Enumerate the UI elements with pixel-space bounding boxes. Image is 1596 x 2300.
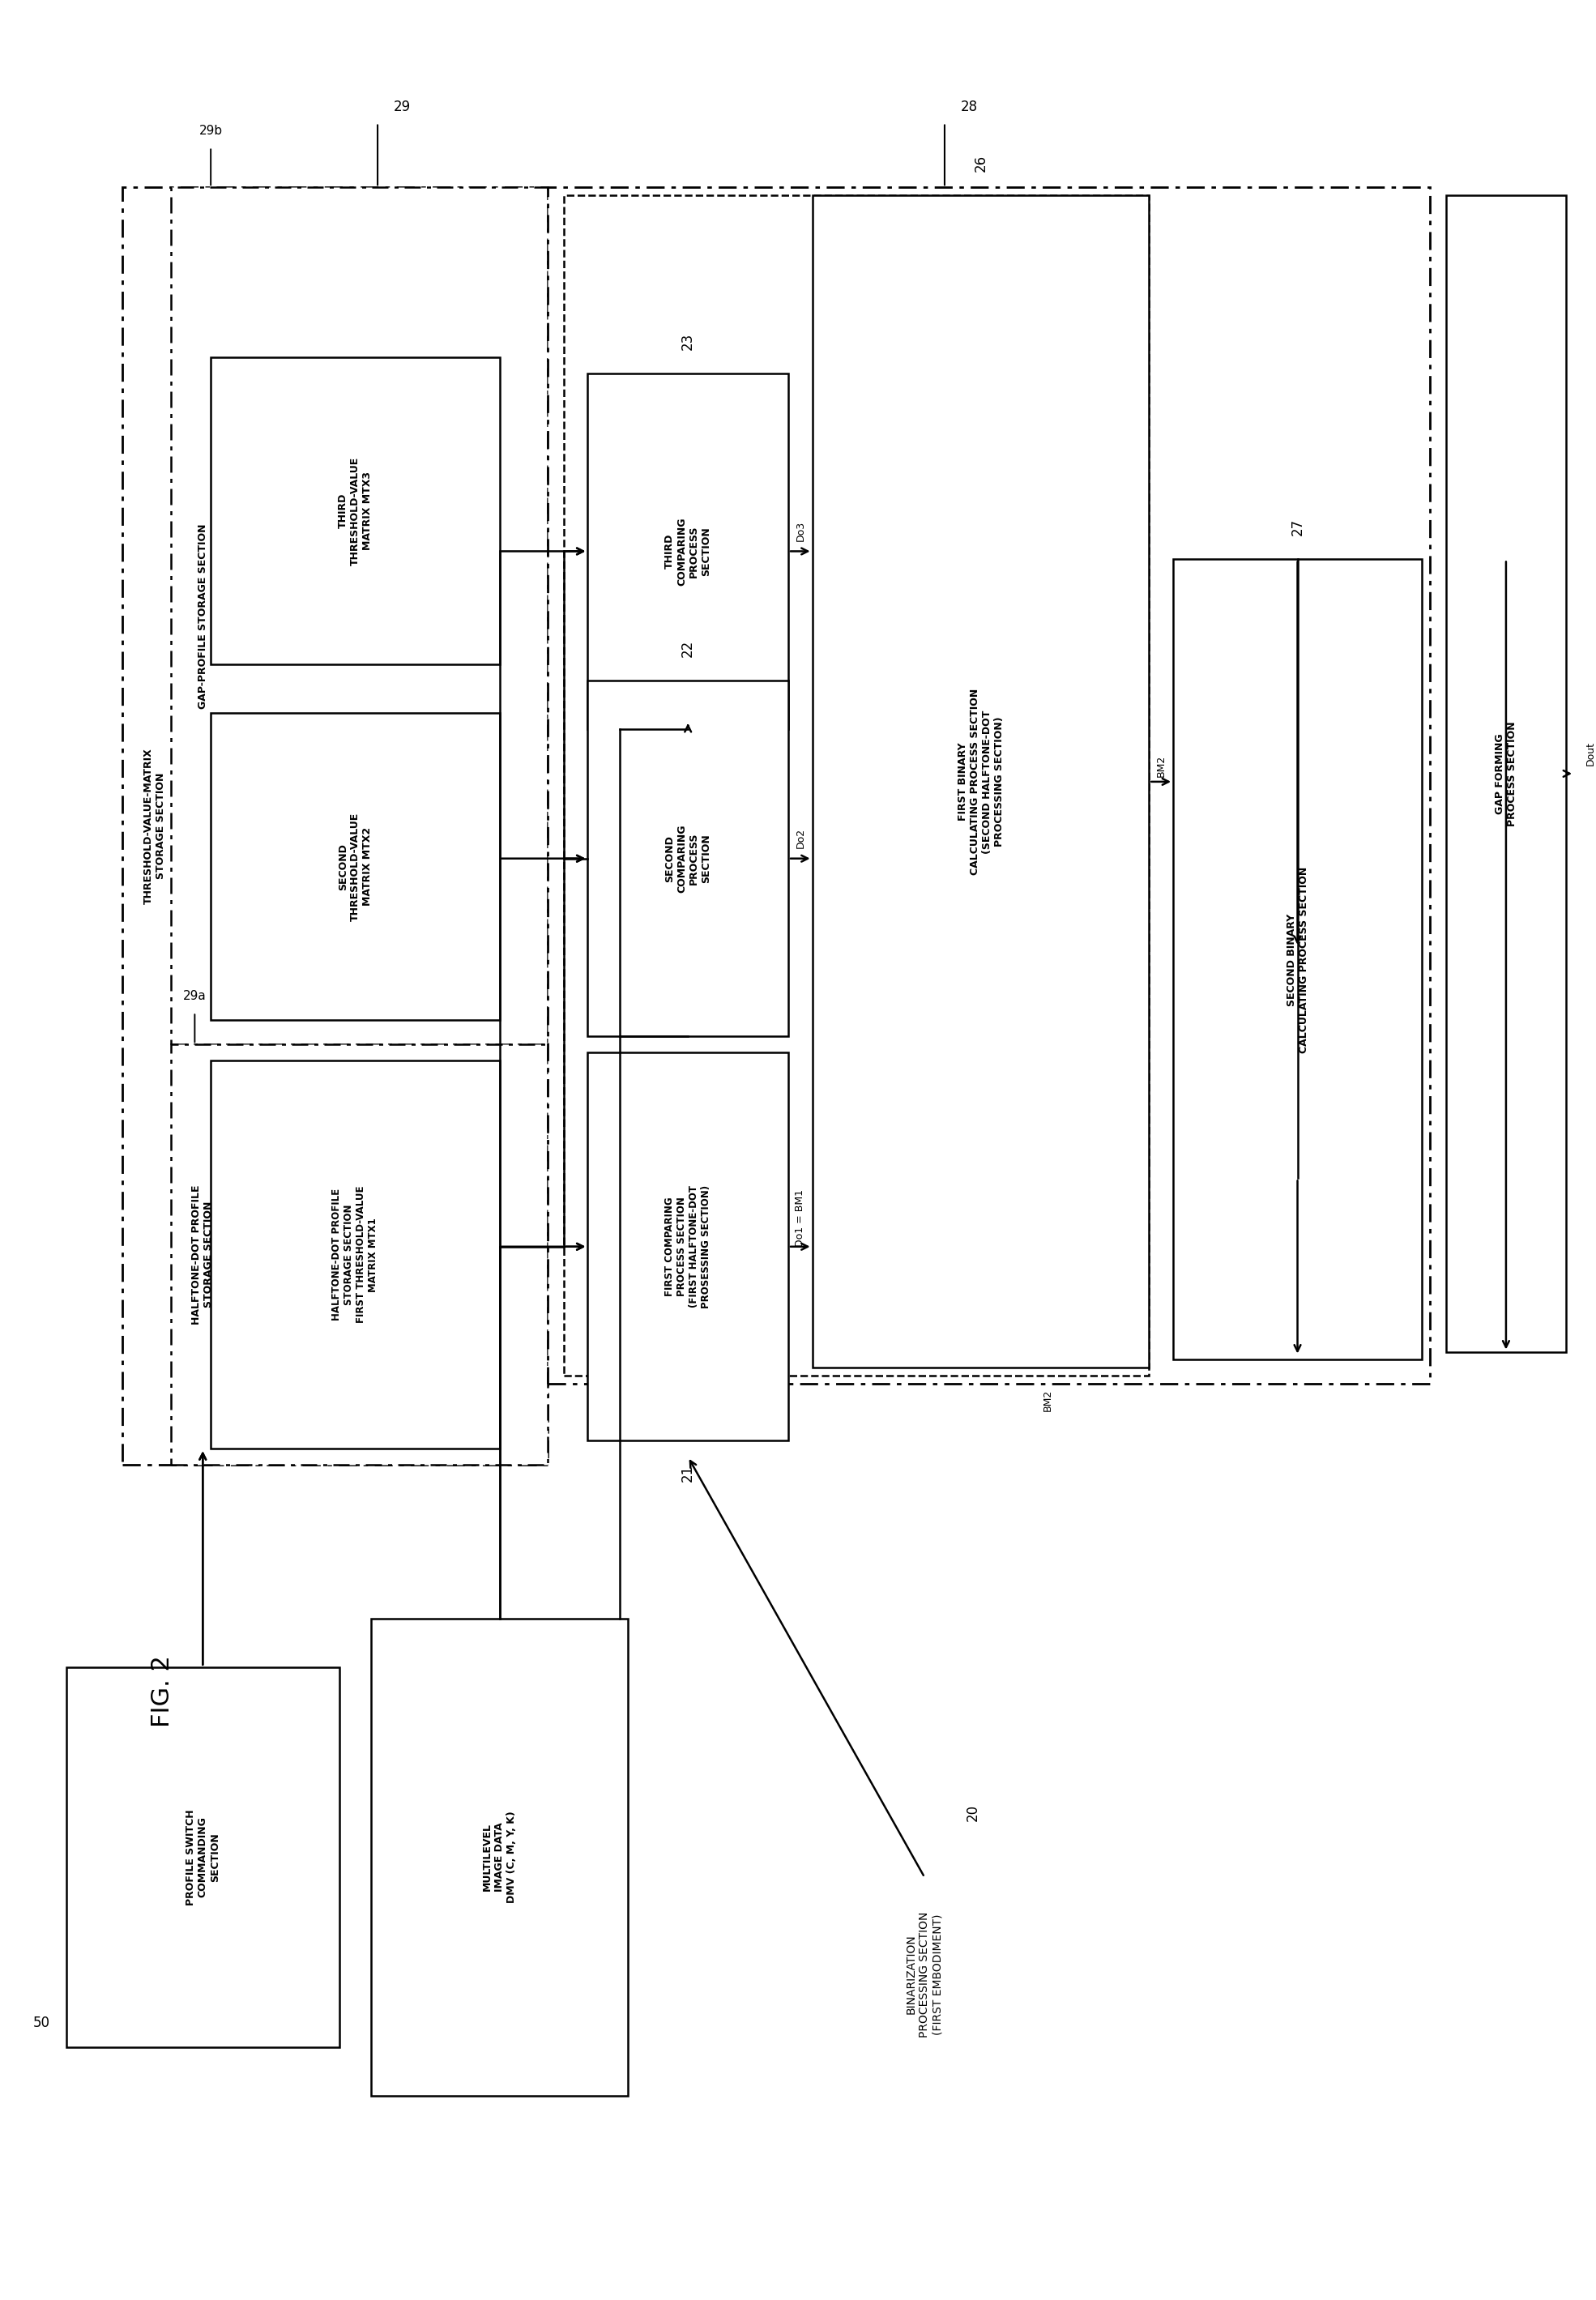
- Bar: [587, 681, 788, 1037]
- Bar: [1173, 559, 1422, 1359]
- Bar: [171, 1044, 547, 1465]
- Bar: [812, 196, 1149, 1369]
- Bar: [563, 196, 1149, 1375]
- Text: MULTILEVEL
IMAGE DATA
DMV (C, M, Y, K): MULTILEVEL IMAGE DATA DMV (C, M, Y, K): [482, 1810, 517, 1902]
- Text: 21: 21: [680, 1465, 696, 1481]
- Text: 50: 50: [34, 2015, 51, 2031]
- Text: SECOND BINARY
CALCULATING PROCESS SECTION: SECOND BINARY CALCULATING PROCESS SECTIO…: [1286, 867, 1309, 1053]
- Text: 28: 28: [961, 99, 978, 113]
- Bar: [547, 186, 1430, 1385]
- Text: PROFILE SWITCH
COMMANDING
SECTION: PROFILE SWITCH COMMANDING SECTION: [185, 1810, 220, 1904]
- Text: 26: 26: [974, 154, 988, 173]
- Bar: [587, 373, 788, 729]
- Text: FIG. 2: FIG. 2: [152, 1656, 174, 1727]
- Text: 27: 27: [1290, 518, 1306, 536]
- Text: THIRD
COMPARING
PROCESS
SECTION: THIRD COMPARING PROCESS SECTION: [664, 518, 712, 586]
- Text: GAP FORMING
PROCESS SECTION: GAP FORMING PROCESS SECTION: [1495, 722, 1518, 826]
- Bar: [587, 1053, 788, 1440]
- Bar: [211, 356, 500, 665]
- Text: 20: 20: [966, 1803, 980, 1822]
- Text: Do1 = BM1: Do1 = BM1: [795, 1189, 806, 1247]
- Bar: [211, 713, 500, 1021]
- Text: BM2: BM2: [1042, 1389, 1053, 1412]
- Text: HALFTONE-DOT PROFILE
STORAGE SECTION: HALFTONE-DOT PROFILE STORAGE SECTION: [192, 1184, 214, 1325]
- Bar: [67, 1668, 338, 2047]
- Bar: [1446, 196, 1566, 1352]
- Text: FIRST COMPARING
PROCESS SECTION
(FIRST HALFTONE-DOT
PROSESSING SECTION): FIRST COMPARING PROCESS SECTION (FIRST H…: [664, 1184, 712, 1309]
- Text: SECOND
COMPARING
PROCESS
SECTION: SECOND COMPARING PROCESS SECTION: [664, 823, 712, 892]
- Bar: [211, 1060, 500, 1449]
- Text: 22: 22: [680, 639, 696, 658]
- Text: 29: 29: [394, 99, 410, 113]
- Text: 29a: 29a: [184, 989, 206, 1003]
- Bar: [171, 186, 547, 1044]
- Text: FIRST BINARY
CALCULATING PROCESS SECTION
(SECOND HALFTONE-DOT
PROCESSING SECTION: FIRST BINARY CALCULATING PROCESS SECTION…: [958, 688, 1004, 874]
- Text: BINARIZATION
PROCESSING SECTION
(FIRST EMBODIMENT): BINARIZATION PROCESSING SECTION (FIRST E…: [907, 1911, 943, 2038]
- Text: THRESHOLD-VALUE-MATRIX
STORAGE SECTION: THRESHOLD-VALUE-MATRIX STORAGE SECTION: [144, 748, 166, 904]
- Text: 29b: 29b: [200, 124, 222, 138]
- Text: Dout: Dout: [1585, 741, 1596, 766]
- Text: Do2: Do2: [795, 828, 806, 849]
- Text: GAP-PROFILE STORAGE SECTION: GAP-PROFILE STORAGE SECTION: [198, 524, 207, 708]
- Text: SECOND
THRESHOLD-VALUE
MATRIX MTX2: SECOND THRESHOLD-VALUE MATRIX MTX2: [338, 812, 372, 920]
- Text: 23: 23: [680, 334, 696, 350]
- Bar: [123, 186, 547, 1465]
- Text: THIRD
THRESHOLD-VALUE
MATRIX MTX3: THIRD THRESHOLD-VALUE MATRIX MTX3: [338, 455, 372, 566]
- Text: HALFTONE-DOT PROFILE
STORAGE SECTION
FIRST THRESHOLD-VALUE
MATRIX MTX1: HALFTONE-DOT PROFILE STORAGE SECTION FIR…: [332, 1187, 378, 1322]
- Text: BM2: BM2: [1156, 754, 1167, 777]
- Text: Do3: Do3: [795, 520, 806, 540]
- Bar: [372, 1619, 627, 2095]
